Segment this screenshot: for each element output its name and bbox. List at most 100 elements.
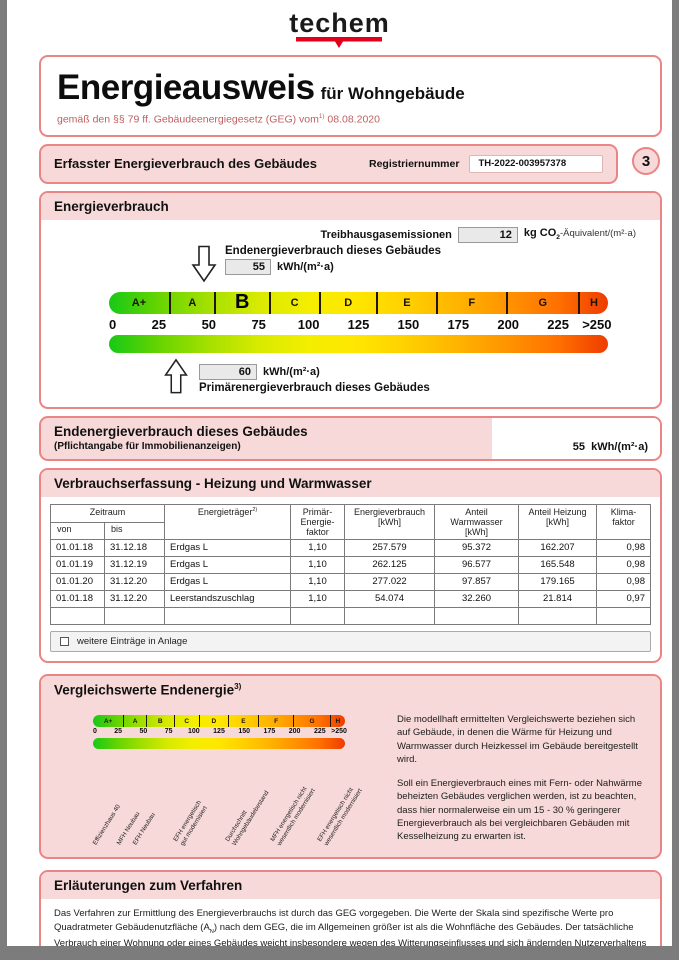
cell-klimafaktor: 0,97 bbox=[596, 589, 651, 608]
comparison-class-segment: E bbox=[227, 715, 258, 727]
comparison-tick-label: 75 bbox=[164, 728, 173, 735]
comparison-class-segment: H bbox=[329, 715, 345, 727]
comparison-reference-label: Durchschnitt Wohngebäudebestand bbox=[224, 785, 270, 847]
consumption-table-body: 01.01.18 31.12.18 Erdgas L 1,10 257.579 … bbox=[50, 538, 651, 625]
final-energy-box-unit: kWh/(m²·a) bbox=[591, 440, 648, 453]
comparison-class-segment: F bbox=[258, 715, 293, 727]
more-entries-checkbox[interactable] bbox=[60, 636, 69, 646]
method-explanation-title: Erläuterungen zum Verfahren bbox=[41, 872, 660, 899]
ghg-unit-prefix: kg CO bbox=[523, 227, 557, 240]
column-header-anteil-heizung: Anteil Heizung [kWh] bbox=[518, 503, 597, 540]
efficiency-class-letter: C bbox=[290, 296, 299, 309]
cell-primaerfaktor bbox=[290, 606, 345, 625]
cell-anteil-warmwasser bbox=[434, 606, 519, 625]
scale-tick-label: 100 bbox=[297, 316, 320, 332]
consumption-table: Zeitraum Energieträger2) Primär- Energie… bbox=[50, 503, 651, 625]
comparison-tick-label: 150 bbox=[238, 728, 251, 735]
comparison-class-letter: A+ bbox=[103, 717, 113, 725]
ghg-emissions-row: Treibhausgasemissionen 12 kg CO2-Äquival… bbox=[49, 226, 652, 243]
comparison-title: Vergleichswerte Endenergie3) bbox=[41, 675, 660, 703]
table-row: 01.01.18 31.12.18 Erdgas L 1,10 257.579 … bbox=[50, 538, 651, 557]
comparison-tick-label: >250 bbox=[331, 728, 347, 735]
cell-anteil-warmwasser: 96.577 bbox=[434, 555, 519, 574]
comparison-tick-label: 175 bbox=[263, 728, 276, 735]
comparison-reference-labels: Effizienzhaus 40 MFH Neubau EFH Neubau bbox=[92, 749, 363, 849]
final-energy-box-value-panel: 55 kWh/(m²·a) bbox=[492, 417, 660, 459]
table-row: 01.01.20 31.12.20 Erdgas L 1,10 277.022 … bbox=[50, 572, 651, 591]
comparison-scale-area: A+ A B C bbox=[45, 705, 389, 849]
scale-tick-label: >250 bbox=[582, 316, 612, 332]
efficiency-class-letter: G bbox=[538, 296, 548, 309]
cell-primaerfaktor: 1,10 bbox=[290, 589, 345, 608]
comparison-tick-label: 25 bbox=[114, 728, 123, 735]
comparison-title-footnote: 3) bbox=[234, 681, 242, 691]
energy-efficiency-scale: A+ A B C bbox=[109, 291, 612, 353]
efficiency-class-segment: A bbox=[168, 291, 214, 314]
cell-klimafaktor: 0,98 bbox=[596, 538, 651, 557]
comparison-tick-labels: 0 25 50 75 100 125 150 bbox=[93, 728, 347, 737]
comparison-reference-label: EFH energetisch gut modernisiert bbox=[172, 799, 210, 847]
primary-energy-block: 60 kWh/(m²·a) Primärenergieverbrauch die… bbox=[163, 358, 652, 394]
ghg-emissions-unit: kg CO2-Äquivalent/(m²·a) bbox=[524, 227, 636, 241]
cell-klimafaktor: 0,98 bbox=[596, 572, 651, 591]
comparison-gradient-bar bbox=[93, 738, 345, 749]
cell-anteil-heizung: 162.207 bbox=[518, 538, 597, 557]
section-method-explanation: Erläuterungen zum Verfahren Das Verfahre… bbox=[39, 870, 662, 946]
method-explanation-text-2: ) nach dem GEG, die im Allgemeinen größe… bbox=[54, 922, 647, 946]
section-energy-consumption-title: Energieverbrauch bbox=[41, 192, 660, 220]
comparison-tick-label: 0 bbox=[93, 728, 97, 735]
comparison-scale: A+ A B C bbox=[93, 715, 347, 749]
section-comparison-values: Vergleichswerte Endenergie3) A+ A bbox=[39, 673, 662, 859]
scale-tick-label: 150 bbox=[397, 316, 420, 332]
comparison-class-segment: C bbox=[173, 715, 199, 727]
cell-von bbox=[50, 606, 105, 625]
primary-energy-label: Primärenergieverbrauch dieses Gebäudes bbox=[199, 381, 430, 394]
efficiency-class-letter: H bbox=[589, 296, 598, 309]
comparison-reference-label: MFH energetisch nicht wesentlich moderni… bbox=[269, 783, 317, 847]
scale-tick-labels: 0 25 50 75 100 125 150 175 bbox=[109, 315, 612, 334]
comparison-class-letter: A bbox=[132, 717, 138, 725]
comparison-class-segment: G bbox=[293, 715, 330, 727]
scale-tick-label: 225 bbox=[547, 316, 569, 332]
cell-bis: 31.12.20 bbox=[104, 589, 165, 608]
ghg-emissions-value-field: 12 bbox=[457, 226, 518, 243]
table-row bbox=[50, 606, 651, 625]
efficiency-class-segment: B bbox=[213, 291, 269, 314]
comparison-class-segment: A+ bbox=[93, 715, 123, 727]
efficiency-class-segment: F bbox=[435, 291, 506, 314]
table-row: 01.01.19 31.12.19 Erdgas L 1,10 262.125 … bbox=[50, 555, 651, 574]
comparison-tick-label: 50 bbox=[139, 728, 148, 735]
column-header-primaerfaktor: Primär- Energie- faktor bbox=[290, 503, 345, 540]
efficiency-class-letter: B bbox=[234, 291, 250, 314]
cell-energietraeger: Erdgas L bbox=[164, 555, 291, 574]
scale-tick-label: 200 bbox=[497, 316, 520, 332]
consumption-table-title: Verbrauchserfassung - Heizung und Warmwa… bbox=[41, 469, 660, 497]
column-header-energietraeger-text: Energieträger bbox=[197, 506, 253, 517]
efficiency-class-segment: G bbox=[505, 291, 578, 314]
energy-certificate-page: techem Energieausweis für Wohngebäude gem… bbox=[7, 0, 672, 946]
section-consumption-table: Verbrauchserfassung - Heizung und Warmwa… bbox=[39, 467, 662, 663]
cell-anteil-heizung bbox=[518, 606, 597, 625]
section-recorded-consumption-title: Erfasster Energieverbrauch des Gebäudes bbox=[54, 156, 318, 171]
comparison-tick-label: 225 bbox=[313, 728, 326, 735]
comparison-class-bar: A+ A B C bbox=[93, 715, 345, 727]
efficiency-class-bar: A+ A B C bbox=[109, 291, 608, 314]
section-recorded-consumption: Erfasster Energieverbrauch des Gebäudes … bbox=[39, 143, 618, 184]
efficiency-class-segment: E bbox=[375, 291, 436, 314]
page-title: Energieausweis bbox=[57, 68, 315, 107]
scale-tick-label: 25 bbox=[151, 316, 167, 332]
primary-energy-value-field: 60 bbox=[199, 363, 257, 380]
law-reference-footnote-mark: 1) bbox=[318, 113, 325, 120]
arrow-down-icon bbox=[191, 245, 217, 282]
efficiency-class-segment: C bbox=[268, 291, 319, 314]
efficiency-class-segment: A+ bbox=[109, 292, 169, 314]
techem-logo: techem bbox=[289, 8, 390, 49]
page-title-suffix: für Wohngebäude bbox=[320, 84, 465, 103]
efficiency-class-letter: A+ bbox=[131, 296, 147, 309]
scale-tick-label: 50 bbox=[201, 316, 217, 332]
comparison-class-segment: D bbox=[198, 715, 228, 727]
efficiency-class-segment: H bbox=[578, 291, 608, 314]
techem-logo-text: techem bbox=[289, 8, 390, 38]
method-explanation-text-1: Das Verfahren zur Ermittlung des Energie… bbox=[54, 908, 614, 934]
section-energy-consumption: Energieverbrauch Treibhausgasemissionen … bbox=[39, 190, 662, 409]
